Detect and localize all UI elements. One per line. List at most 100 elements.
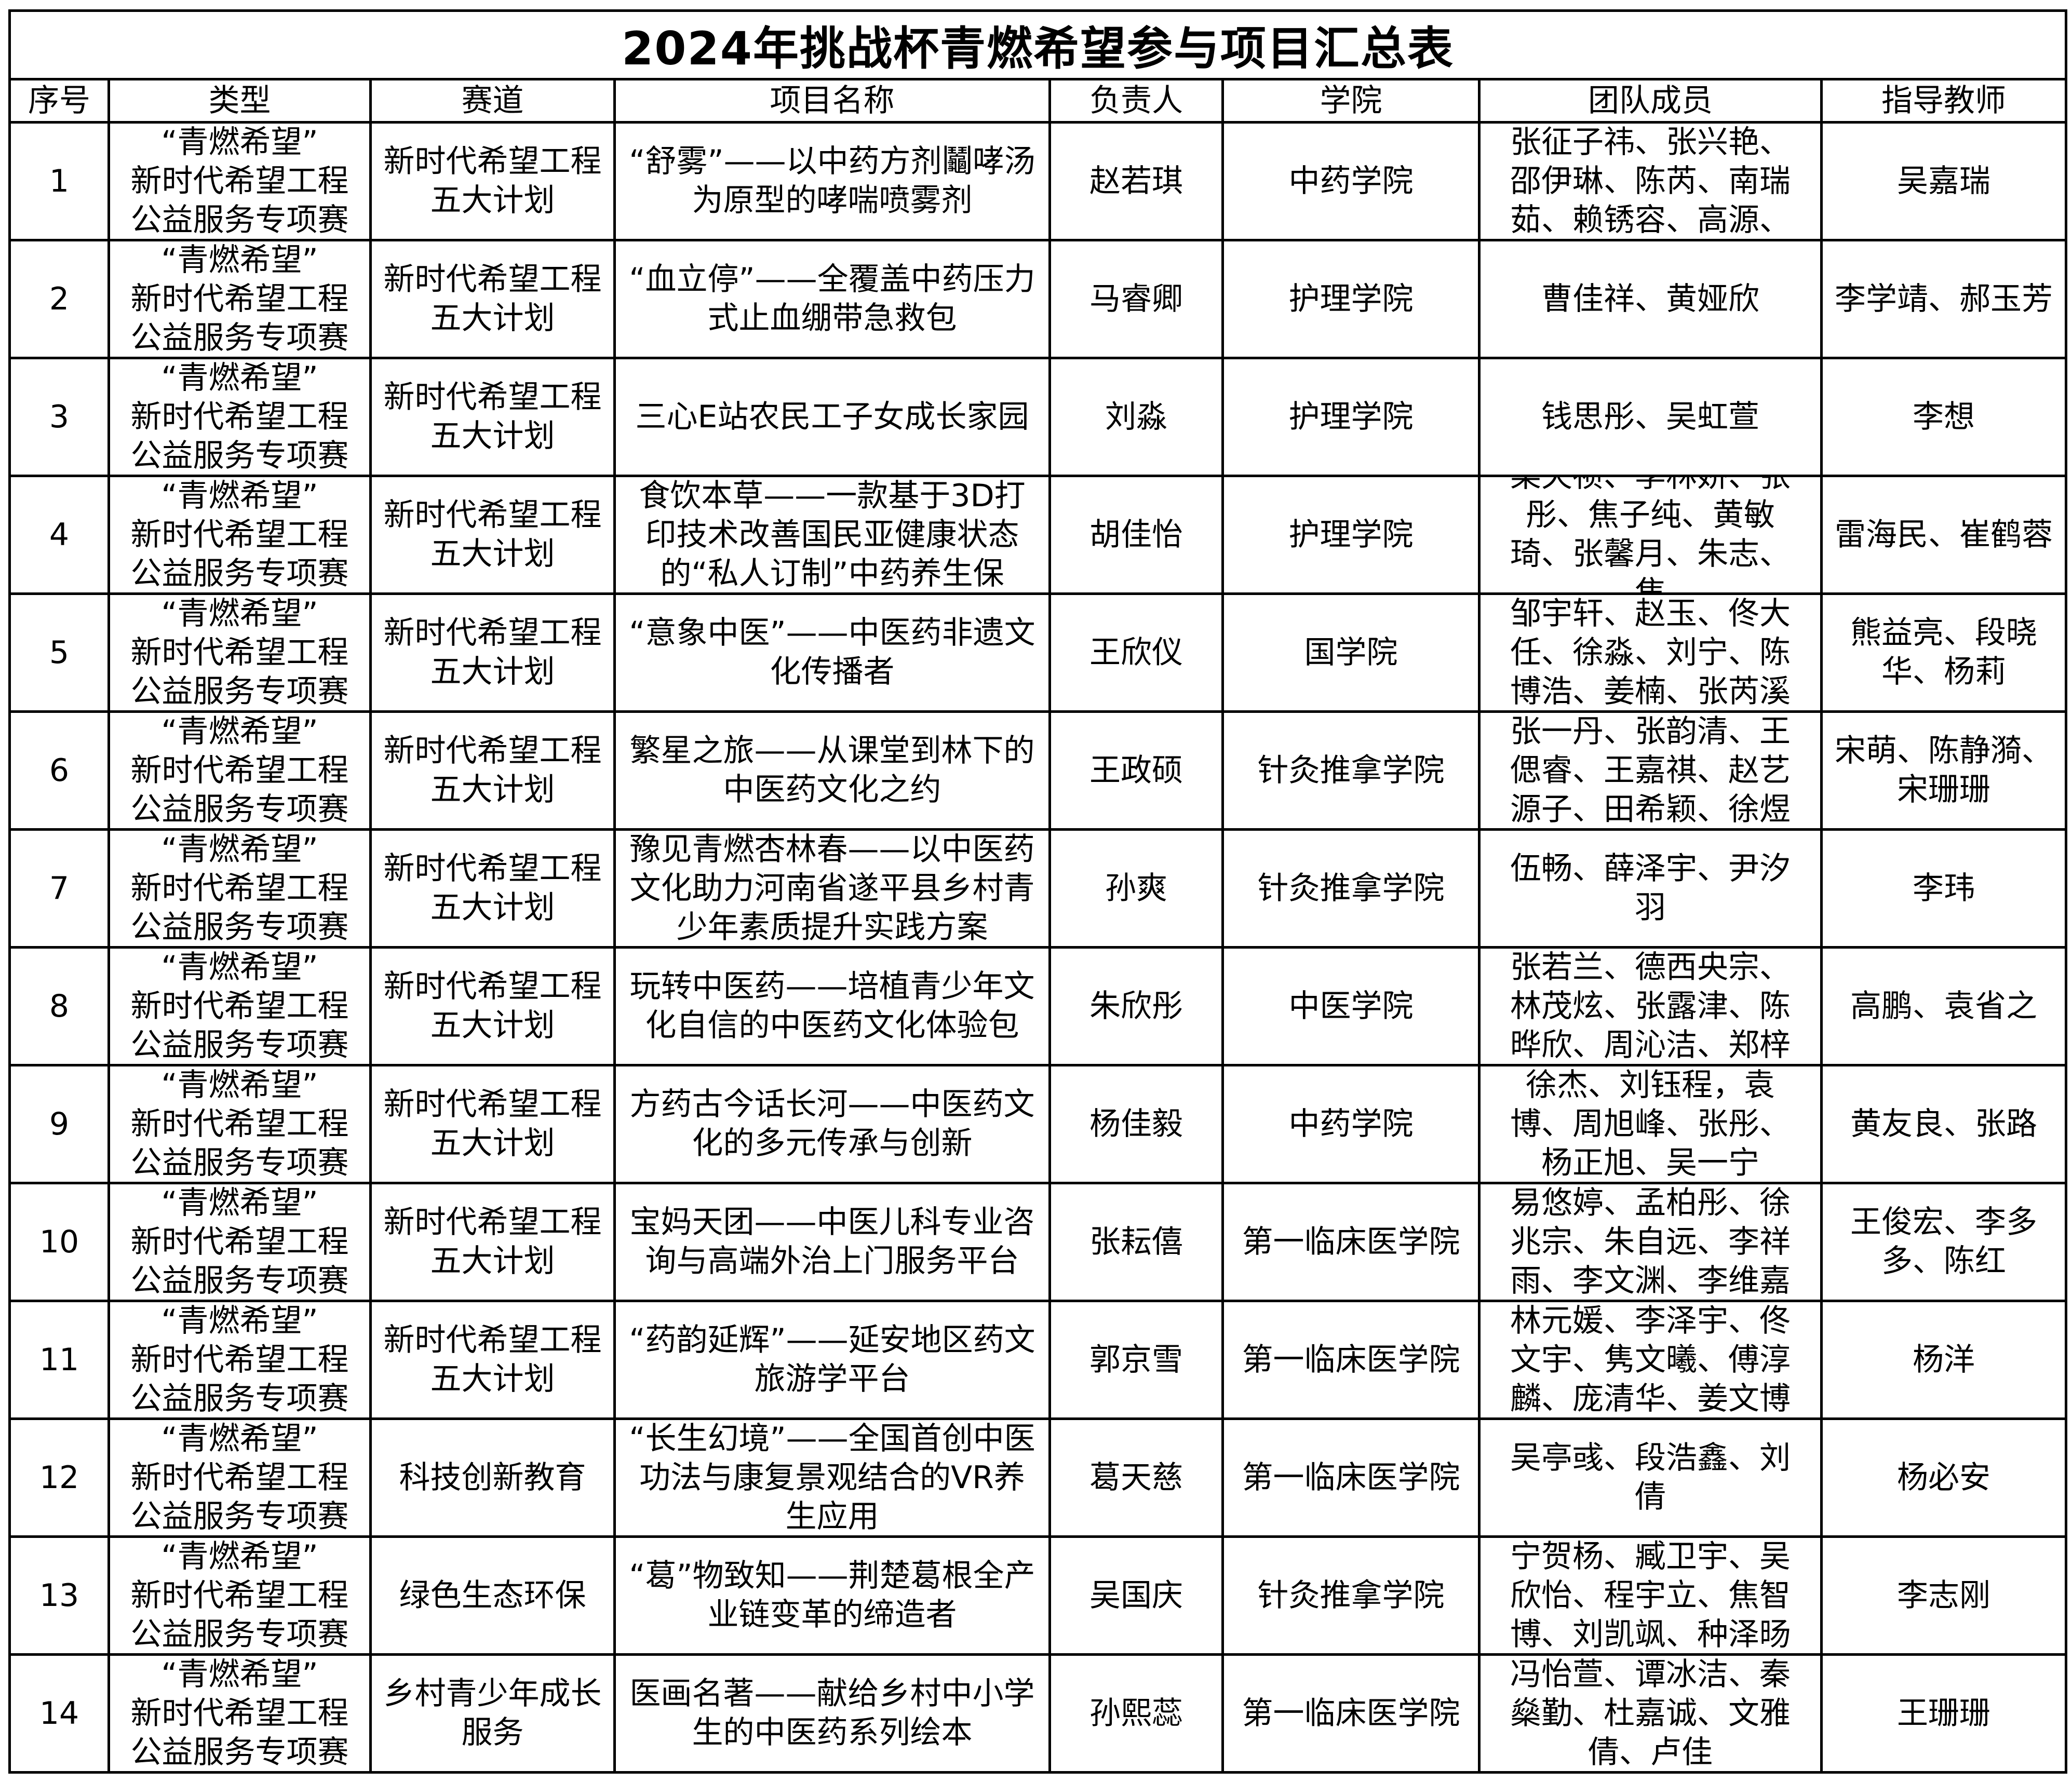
track: 新时代希望工程五大计划	[383, 1086, 602, 1161]
table-row: 6 “青燃希望” 新时代希望工程 公益服务专项赛 新时代希望工程五大计划 繁星之旅——…	[8, 710, 2068, 831]
advisor: 李学靖、郝玉芳	[1835, 280, 2053, 317]
track-cell: 新时代希望工程五大计划	[369, 239, 616, 359]
project-name-cell: 玩转中医药——培植青少年文化自信的中医药文化体验包	[613, 946, 1051, 1066]
project-name: “长生幻境”——全国首创中医功法与康复景观结合的VR养生应用	[629, 1420, 1035, 1535]
row-number: 5	[49, 634, 70, 671]
row-number: 2	[49, 280, 70, 317]
row-number: 13	[39, 1577, 79, 1614]
competition-type: “青燃希望” 新时代希望工程 公益服务专项赛	[130, 124, 349, 238]
team-members: 张一丹、张韵清、王偲睿、王嘉祺、赵艺源子、田希颖、徐煜	[1510, 713, 1791, 828]
project-leader-cell: 张耘僖	[1048, 1182, 1224, 1302]
advisor-cell: 李学靖、郝玉芳	[1820, 239, 2068, 359]
row-number-cell: 9	[8, 1064, 110, 1184]
project-name: 玩转中医药——培植青少年文化自信的中医药文化体验包	[629, 968, 1035, 1044]
college: 针灸推拿学院	[1257, 870, 1445, 907]
college: 第一临床医学院	[1242, 1459, 1460, 1496]
header-project: 项目名称	[613, 78, 1051, 124]
team-members-cell: 梁天祯、李林娇、张彤、焦子纯、黄敏琦、张馨月、朱志、焦	[1478, 475, 1823, 595]
competition-type-cell: “青燃希望” 新时代希望工程 公益服务专项赛	[107, 710, 372, 831]
table-row: 10 “青燃希望” 新时代希望工程 公益服务专项赛 新时代希望工程五大计划 宝妈天团—…	[8, 1182, 2068, 1302]
table-row: 2 “青燃希望” 新时代希望工程 公益服务专项赛 新时代希望工程五大计划 “血立停”—…	[8, 239, 2068, 359]
team-members-cell: 易悠婷、孟柏彤、徐兆宗、朱自远、李祥雨、李文渊、李维嘉	[1478, 1182, 1823, 1302]
competition-type: “青燃希望” 新时代希望工程 公益服务专项赛	[130, 1656, 349, 1771]
competition-type: “青燃希望” 新时代希望工程 公益服务专项赛	[130, 1538, 349, 1653]
track: 新时代希望工程五大计划	[383, 1322, 602, 1397]
competition-type-cell: “青燃希望” 新时代希望工程 公益服务专项赛	[107, 1653, 372, 1774]
competition-type: “青燃希望” 新时代希望工程 公益服务专项赛	[130, 949, 349, 1063]
advisor: 李志刚	[1897, 1577, 1991, 1614]
project-leader: 王欣仪	[1089, 634, 1183, 671]
track: 新时代希望工程五大计划	[383, 261, 602, 336]
team-members: 梁天祯、李林娇、张彤、焦子纯、黄敏琦、张馨月、朱志、焦	[1510, 479, 1791, 591]
track: 新时代希望工程五大计划	[383, 615, 602, 690]
project-leader-cell: 王欣仪	[1048, 592, 1224, 713]
advisor-cell: 熊益亮、段晓华、杨莉	[1820, 592, 2068, 713]
competition-type-cell: “青燃希望” 新时代希望工程 公益服务专项赛	[107, 828, 372, 949]
row-number-cell: 11	[8, 1300, 110, 1420]
table-row: 9 “青燃希望” 新时代希望工程 公益服务专项赛 新时代希望工程五大计划 方药古今话长…	[8, 1064, 2068, 1184]
college: 中药学院	[1288, 1105, 1414, 1142]
college: 针灸推拿学院	[1257, 1577, 1445, 1614]
advisor-cell: 黄友良、张路	[1820, 1064, 2068, 1184]
college-cell: 针灸推拿学院	[1221, 710, 1481, 831]
row-number-cell: 6	[8, 710, 110, 831]
table-row: 13 “青燃希望” 新时代希望工程 公益服务专项赛 绿色生态环保 “葛”物致知——荆楚…	[8, 1535, 2068, 1656]
row-number-cell: 2	[8, 239, 110, 359]
team-members: 林元媛、李泽宇、佟文宇、隽文曦、傅淳麟、庞清华、姜文博	[1510, 1302, 1791, 1417]
project-leader-cell: 郭京雪	[1048, 1300, 1224, 1420]
advisor-cell: 李玮	[1820, 828, 2068, 949]
advisor: 王俊宏、李多多、陈红	[1850, 1204, 2038, 1279]
team-members: 易悠婷、孟柏彤、徐兆宗、朱自远、李祥雨、李文渊、李维嘉	[1510, 1184, 1791, 1299]
competition-type-cell: “青燃希望” 新时代希望工程 公益服务专项赛	[107, 475, 372, 595]
college: 中药学院	[1288, 163, 1414, 199]
project-leader-cell: 刘淼	[1048, 357, 1224, 477]
project-name-cell: “意象中医”——中医药非遗文化传播者	[613, 592, 1051, 713]
track-cell: 新时代希望工程五大计划	[369, 121, 616, 241]
team-members: 邹宇轩、赵玉、佟大任、徐淼、刘宁、陈博浩、姜楠、张芮溪	[1510, 595, 1791, 710]
title-row: 2024年挑战杯青燃希望参与项目汇总表	[8, 9, 2068, 80]
college: 第一临床医学院	[1242, 1223, 1460, 1260]
team-members-cell: 张征子祎、张兴艳、邵伊琳、陈芮、南瑞茹、赖锈容、高源、	[1478, 121, 1823, 241]
college: 护理学院	[1288, 398, 1414, 435]
row-number: 1	[49, 163, 70, 199]
advisor: 李想	[1913, 398, 1975, 435]
header-type: 类型	[107, 78, 372, 124]
advisor: 王珊珊	[1897, 1695, 1991, 1732]
header-row: 序号 类型 赛道 项目名称 负责人 学院 团队成员 指导教师	[8, 78, 2068, 124]
competition-type-cell: “青燃希望” 新时代希望工程 公益服务专项赛	[107, 1064, 372, 1184]
competition-type: “青燃希望” 新时代希望工程 公益服务专项赛	[130, 1302, 349, 1417]
team-members-cell: 伍畅、薛泽宇、尹汐羽	[1478, 828, 1823, 949]
college-cell: 针灸推拿学院	[1221, 1535, 1481, 1656]
project-leader-cell: 朱欣彤	[1048, 946, 1224, 1066]
row-number: 7	[49, 870, 70, 907]
row-number-cell: 8	[8, 946, 110, 1066]
competition-type: “青燃希望” 新时代希望工程 公益服务专项赛	[130, 1066, 349, 1181]
project-name-cell: 三心E站农民工子女成长家园	[613, 357, 1051, 477]
project-name-cell: “葛”物致知——荆楚葛根全产业链变革的缔造者	[613, 1535, 1051, 1656]
track: 新时代希望工程五大计划	[383, 143, 602, 219]
competition-type: “青燃希望” 新时代希望工程 公益服务专项赛	[130, 595, 349, 710]
project-leader-cell: 马睿卿	[1048, 239, 1224, 359]
college: 中医学院	[1288, 988, 1414, 1024]
track-cell: 新时代希望工程五大计划	[369, 710, 616, 831]
college-cell: 第一临床医学院	[1221, 1417, 1481, 1538]
team-members-cell: 冯怡萱、谭冰洁、秦燊勤、杜嘉诚、文雅倩、卢佳	[1478, 1653, 1823, 1774]
track-cell: 新时代希望工程五大计划	[369, 475, 616, 595]
competition-type-cell: “青燃希望” 新时代希望工程 公益服务专项赛	[107, 1417, 372, 1538]
competition-type: “青燃希望” 新时代希望工程 公益服务专项赛	[130, 359, 349, 474]
project-name-cell: “长生幻境”——全国首创中医功法与康复景观结合的VR养生应用	[613, 1417, 1051, 1538]
row-number-cell: 7	[8, 828, 110, 949]
track: 新时代希望工程五大计划	[383, 733, 602, 808]
competition-type: “青燃希望” 新时代希望工程 公益服务专项赛	[130, 477, 349, 592]
table-row: 3 “青燃希望” 新时代希望工程 公益服务专项赛 新时代希望工程五大计划 三心E站农民…	[8, 357, 2068, 477]
track-cell: 新时代希望工程五大计划	[369, 1064, 616, 1184]
advisor-cell: 杨洋	[1820, 1300, 2068, 1420]
team-members-cell: 张若兰、德西央宗、林茂炫、张露津、陈晔欣、周沁洁、郑梓	[1478, 946, 1823, 1066]
team-members-cell: 徐杰、刘钰程，袁博、周旭峰、张彤、杨正旭、吴一宁	[1478, 1064, 1823, 1184]
team-members-cell: 曹佳祥、黄娅欣	[1478, 239, 1823, 359]
row-number: 11	[39, 1341, 79, 1378]
college: 护理学院	[1288, 516, 1414, 553]
competition-type: “青燃希望” 新时代希望工程 公益服务专项赛	[130, 241, 349, 356]
competition-type-cell: “青燃希望” 新时代希望工程 公益服务专项赛	[107, 1535, 372, 1656]
project-leader-cell: 胡佳怡	[1048, 475, 1224, 595]
